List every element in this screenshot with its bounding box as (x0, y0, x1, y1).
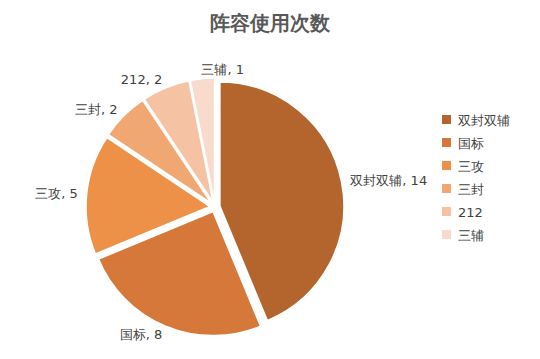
legend-item: 双封双辅 (442, 113, 510, 128)
legend-label: 三辅 (458, 228, 484, 243)
legend-label: 国标 (458, 136, 484, 151)
data-label: 三封, 2 (75, 102, 118, 117)
legend-item: 三辅 (442, 228, 484, 243)
pie: 双封双辅, 14 国标, 8 三攻, 5 三封, 2212, 2 三辅, 1 (35, 62, 427, 342)
chart: 阵容使用次数双封双辅, 14 国标, 8 三攻, 5 三封, 2212, 2 三辅, 1… (0, 0, 540, 359)
legend-label: 三攻 (458, 159, 484, 174)
slice (190, 78, 214, 202)
legend-label: 双封双辅 (458, 113, 510, 128)
data-label: 212, 2 (121, 72, 162, 87)
legend-label: 三封 (458, 182, 484, 197)
legend-swatch (442, 115, 451, 124)
legend-swatch (442, 184, 451, 193)
legend-swatch (442, 138, 451, 147)
legend-item: 三攻 (442, 159, 484, 174)
data-label: 三辅, 1 (201, 62, 244, 77)
legend-swatch (442, 161, 451, 170)
title: 阵容使用次数 (210, 11, 331, 35)
legend-item: 212 (442, 205, 483, 220)
legend-swatch (442, 207, 451, 216)
legend-swatch (442, 230, 451, 239)
data-label: 三攻, 5 (35, 186, 78, 201)
legend: 双封双辅国标三攻三封 212 三辅 (442, 113, 510, 243)
data-label: 双封双辅, 14 (350, 173, 427, 188)
legend-item: 国标 (442, 136, 484, 151)
data-label: 国标, 8 (120, 327, 163, 342)
legend-item: 三封 (442, 182, 484, 197)
legend-label: 212 (458, 205, 483, 220)
